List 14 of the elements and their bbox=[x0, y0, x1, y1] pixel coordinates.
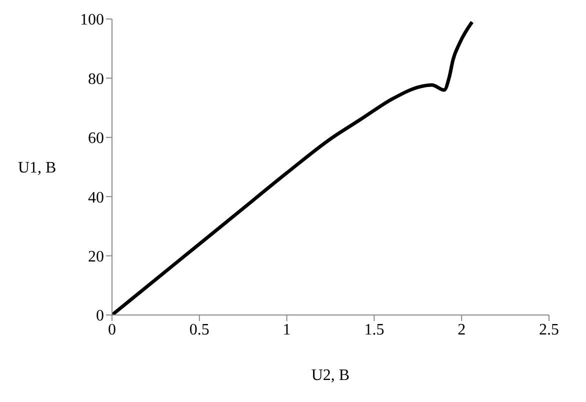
y-tick-label: 0 bbox=[96, 308, 104, 325]
y-tick-label: 100 bbox=[80, 12, 104, 29]
x-tick-label: 1 bbox=[282, 321, 291, 338]
x-axis-title: U2, B bbox=[311, 367, 350, 384]
x-tick-label: 0.5 bbox=[189, 321, 210, 338]
x-tick-label: 1.5 bbox=[364, 321, 384, 338]
y-tick-label: 40 bbox=[88, 189, 104, 206]
x-tick-label: 0 bbox=[108, 321, 116, 338]
y-tick-label: 20 bbox=[88, 248, 104, 266]
x-tick-label: 2.5 bbox=[539, 321, 559, 338]
x-tick-label: 2 bbox=[458, 321, 466, 338]
y-tick-label: 60 bbox=[88, 130, 104, 148]
y-axis-title: U1, B bbox=[18, 160, 56, 177]
y-tick-label: 80 bbox=[88, 70, 104, 88]
